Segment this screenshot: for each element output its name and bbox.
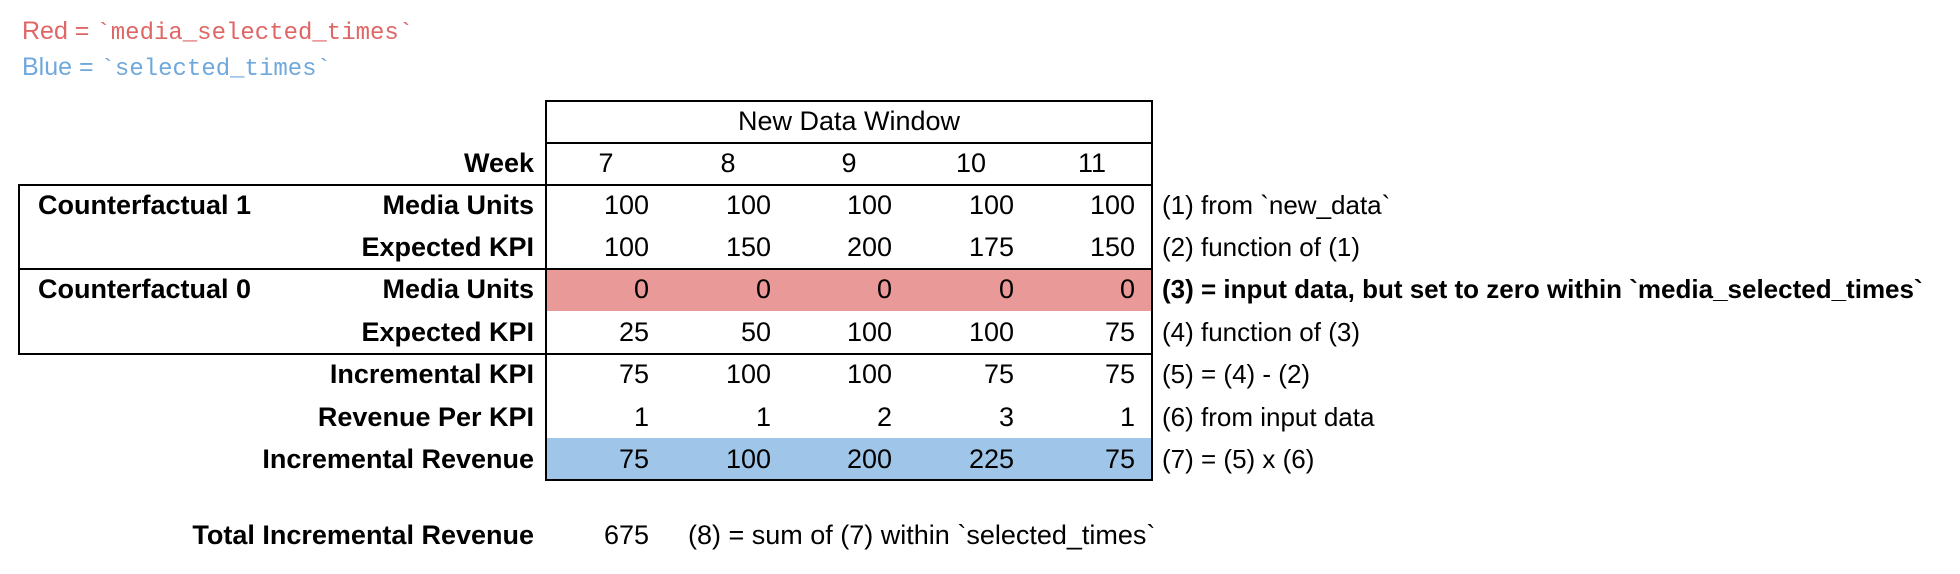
annotation-3: (3) = input data, but set to zero within… <box>1162 274 1923 304</box>
value-cell: 100 <box>846 190 892 220</box>
value-cell: 3 <box>998 402 1014 432</box>
divider-below-header <box>545 142 1153 144</box>
legend-blue-line: Blue = `selected_times` <box>22 50 331 87</box>
value-cell: 100 <box>725 359 771 389</box>
value-cell: 200 <box>846 232 892 262</box>
value-cell: 100 <box>725 444 771 474</box>
value-cell: 75 <box>618 359 649 389</box>
week-cell-9: 9 <box>841 148 857 178</box>
total-incremental-revenue-value: 675 <box>603 520 649 550</box>
row-label-media-units-cf1: Media Units <box>382 190 534 220</box>
value-cell: 150 <box>1089 232 1135 262</box>
annotation-6: (6) from input data <box>1162 402 1375 432</box>
legend-red-label: Red = <box>22 17 97 45</box>
week-cell-7: 7 <box>598 148 614 178</box>
total-incremental-revenue-label: Total Incremental Revenue <box>192 520 534 550</box>
value-cell: 0 <box>633 274 649 304</box>
value-cell: 100 <box>603 190 649 220</box>
annotation-8: (8) = sum of (7) within `selected_times` <box>688 520 1156 550</box>
value-cell: 200 <box>846 444 892 474</box>
blue-highlight-selected-times <box>547 438 1151 479</box>
legend-blue-value: `selected_times` <box>100 56 331 83</box>
value-cell: 100 <box>846 359 892 389</box>
value-cell: 0 <box>755 274 771 304</box>
value-cell: 100 <box>968 317 1014 347</box>
value-cell: 75 <box>983 359 1014 389</box>
value-cell: 100 <box>725 190 771 220</box>
value-cell: 0 <box>876 274 892 304</box>
value-cell: 0 <box>998 274 1014 304</box>
legend-red-line: Red = `media_selected_times` <box>22 14 413 51</box>
value-cell: 75 <box>618 444 649 474</box>
legend-red-value: `media_selected_times` <box>96 20 414 47</box>
row-label-revenue-per-kpi: Revenue Per KPI <box>317 402 534 432</box>
value-cell: 1 <box>755 402 771 432</box>
annotation-2: (2) function of (1) <box>1162 232 1360 262</box>
week-row-label: Week <box>463 148 534 178</box>
row-label-incremental-kpi: Incremental KPI <box>329 359 534 389</box>
row-label-expected-kpi-cf1: Expected KPI <box>361 232 534 262</box>
value-cell: 100 <box>846 317 892 347</box>
row-label-incremental-revenue: Incremental Revenue <box>262 444 534 474</box>
value-cell: 25 <box>618 317 649 347</box>
week-cell-10: 10 <box>955 148 987 178</box>
value-cell: 175 <box>968 232 1014 262</box>
red-highlight-media-selected-times <box>547 270 1151 311</box>
value-cell: 150 <box>725 232 771 262</box>
annotation-5: (5) = (4) - (2) <box>1162 359 1311 389</box>
row-label-expected-kpi-cf0: Expected KPI <box>361 317 534 347</box>
value-cell: 50 <box>740 317 771 347</box>
annotation-1: (1) from `new_data` <box>1162 190 1391 220</box>
value-cell: 1 <box>1119 402 1135 432</box>
divider-between-counterfactuals <box>545 268 1153 270</box>
group-label-counterfactual-0: Counterfactual 0 <box>38 274 252 304</box>
week-cell-11: 11 <box>1077 148 1107 178</box>
value-cell: 0 <box>1119 274 1135 304</box>
value-cell: 100 <box>968 190 1014 220</box>
counterfactual-0-box <box>18 268 547 355</box>
group-label-counterfactual-1: Counterfactual 1 <box>38 190 252 220</box>
value-cell: 75 <box>1104 359 1135 389</box>
annotation-7: (7) = (5) x (6) <box>1162 444 1315 474</box>
value-cell: 100 <box>1089 190 1135 220</box>
divider-below-counterfactual-0 <box>545 353 1153 355</box>
divider-below-week-row <box>545 184 1153 186</box>
value-cell: 100 <box>603 232 649 262</box>
table-header-new-data-window: New Data Window <box>737 106 961 136</box>
value-cell: 1 <box>633 402 649 432</box>
value-cell: 75 <box>1104 317 1135 347</box>
week-cell-8: 8 <box>720 148 736 178</box>
row-label-media-units-cf0: Media Units <box>382 274 534 304</box>
value-cell: 225 <box>968 444 1014 474</box>
value-cell: 2 <box>876 402 892 432</box>
value-cell: 75 <box>1104 444 1135 474</box>
legend-blue-label: Blue = <box>22 53 101 81</box>
annotation-4: (4) function of (3) <box>1162 317 1360 347</box>
